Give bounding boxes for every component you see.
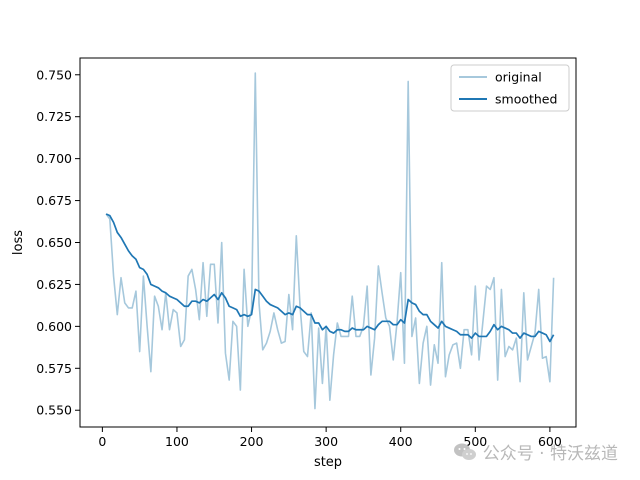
- series-layer: [105, 72, 555, 410]
- y-axis-label: loss: [11, 230, 26, 255]
- plot-area: [105, 72, 555, 410]
- legend: original smoothed: [450, 64, 570, 112]
- y-axis: 0.550 0.575 0.600 0.625 0.650 0.675 0.700 0.725…: [36, 67, 80, 418]
- wechat-icon: [453, 443, 476, 460]
- y-tick-label: 0.575: [36, 361, 72, 376]
- y-tick-label: 0.600: [36, 319, 72, 334]
- watermark: 公众号 · 特沃兹道: [453, 439, 618, 464]
- legend-label-smoothed: smoothed: [495, 92, 557, 107]
- y-tick-label: 0.725: [36, 109, 72, 124]
- y-tick-label: 0.550: [36, 403, 72, 418]
- y-tick-label: 0.675: [36, 193, 72, 208]
- series-line-smoothed: [105, 213, 555, 343]
- x-tick-label: 0: [98, 434, 106, 449]
- y-tick-label: 0.700: [36, 151, 72, 166]
- x-axis-label: step: [314, 455, 342, 470]
- x-axis: 0 100 200 300 400 500 600: [98, 427, 562, 449]
- x-tick-label: 400: [389, 434, 413, 449]
- x-tick-label: 600: [538, 434, 562, 449]
- legend-label-original: original: [495, 70, 542, 85]
- y-tick-label: 0.750: [36, 67, 72, 82]
- series-line-original: [105, 72, 555, 410]
- x-tick-label: 100: [165, 434, 189, 449]
- x-tick-label: 200: [240, 434, 264, 449]
- x-tick-label: 500: [463, 434, 487, 449]
- y-tick-label: 0.625: [36, 277, 72, 292]
- watermark-text: 公众号 · 特沃兹道: [482, 444, 618, 464]
- x-tick-label: 300: [314, 434, 338, 449]
- y-tick-label: 0.650: [36, 235, 72, 250]
